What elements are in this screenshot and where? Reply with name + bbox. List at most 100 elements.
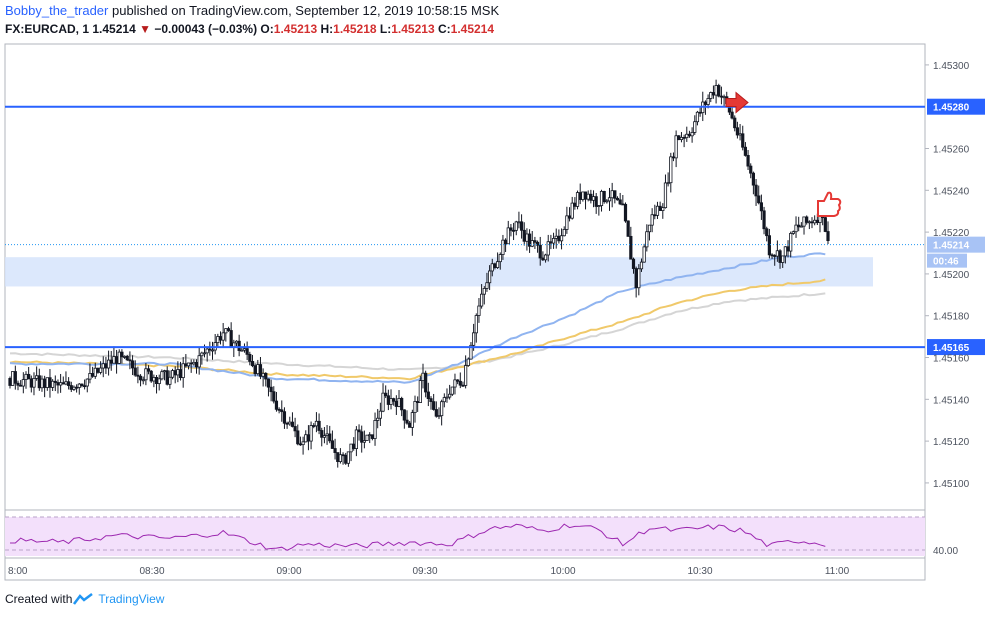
level-tag-label-2: 1.45165 bbox=[933, 343, 970, 354]
candle-body bbox=[312, 425, 316, 427]
chart-frame bbox=[4, 43, 926, 581]
candle-body bbox=[543, 254, 548, 261]
candle-body bbox=[511, 229, 516, 232]
candle-body bbox=[432, 401, 436, 410]
candle-body bbox=[506, 227, 510, 245]
price-axis[interactable]: 1.45280 1.45165 1.45300 1.45260 1.45240 1.452… bbox=[925, 61, 985, 490]
candle-body bbox=[464, 365, 468, 386]
candle-body bbox=[178, 369, 183, 379]
candle-body bbox=[501, 239, 505, 255]
candle-body bbox=[408, 422, 412, 428]
candle-body bbox=[781, 255, 785, 263]
candle-body bbox=[192, 361, 196, 365]
candle-body bbox=[106, 359, 111, 369]
high-value: 1.45218 bbox=[333, 22, 377, 36]
candle-body bbox=[133, 367, 137, 376]
candle-body bbox=[21, 379, 25, 387]
candle-body bbox=[698, 111, 702, 114]
tradingview-brand[interactable]: TradingView bbox=[98, 592, 165, 606]
candle-body bbox=[730, 111, 734, 119]
x-tick-label: 8:00 bbox=[8, 566, 28, 577]
candle-body bbox=[530, 240, 534, 247]
candle-body bbox=[96, 367, 100, 373]
candle-body bbox=[687, 133, 692, 137]
candle-body bbox=[714, 85, 718, 96]
candle-body bbox=[546, 241, 550, 256]
candle-body bbox=[794, 224, 798, 233]
candle-body bbox=[421, 372, 425, 381]
candle-body bbox=[384, 392, 388, 397]
tradingview-logo-icon bbox=[73, 593, 94, 605]
candle-body bbox=[248, 353, 252, 362]
candle-body bbox=[378, 410, 382, 419]
candle-body bbox=[485, 282, 489, 289]
candle-body bbox=[341, 454, 345, 457]
candle-body bbox=[791, 231, 795, 234]
candle-body bbox=[581, 191, 585, 200]
candle-body bbox=[245, 348, 249, 355]
candle-body bbox=[418, 380, 422, 403]
candle-body bbox=[264, 372, 268, 380]
ma-long-line bbox=[9, 292, 826, 371]
candle-body bbox=[152, 376, 156, 382]
candle-body bbox=[666, 182, 670, 185]
candle-body bbox=[325, 433, 329, 436]
candle-body bbox=[522, 229, 526, 242]
candle-body bbox=[173, 370, 177, 376]
candle-body bbox=[778, 250, 782, 263]
candle-body bbox=[189, 362, 193, 365]
candle-body bbox=[653, 214, 657, 217]
horizontal-levels[interactable] bbox=[5, 105, 925, 349]
candle-body bbox=[733, 117, 737, 129]
candle-body bbox=[45, 377, 49, 388]
candle-body bbox=[634, 268, 638, 289]
candle-body bbox=[365, 434, 369, 441]
x-tick-label: 11:00 bbox=[825, 566, 850, 577]
candle-body bbox=[615, 197, 620, 201]
last-price: 1.45214 bbox=[92, 22, 136, 36]
candle-body bbox=[112, 356, 116, 364]
candle-body bbox=[19, 384, 23, 387]
candle-body bbox=[426, 391, 430, 400]
candle-body bbox=[306, 434, 311, 442]
level-tag-1 bbox=[927, 98, 985, 115]
candle-body bbox=[202, 352, 207, 355]
candle-body bbox=[445, 396, 449, 399]
candle-body bbox=[509, 227, 513, 231]
y-tick-label: 1.45120 bbox=[933, 437, 970, 448]
candle-body bbox=[368, 434, 372, 437]
candle-body bbox=[370, 434, 374, 439]
candle-body bbox=[362, 440, 366, 443]
candle-body bbox=[799, 225, 803, 228]
candle-body bbox=[114, 356, 119, 364]
x-tick-label: 09:30 bbox=[412, 566, 437, 577]
candle-body bbox=[429, 398, 433, 402]
price-change: −0.00043 (−0.03%) bbox=[154, 22, 258, 36]
countdown-tag bbox=[927, 253, 967, 268]
y-tick-label: 1.45100 bbox=[933, 479, 970, 490]
candle-body bbox=[397, 397, 401, 407]
candle-body bbox=[109, 359, 113, 364]
candle-body bbox=[722, 96, 726, 99]
candle-body bbox=[338, 454, 342, 462]
author-link[interactable]: Bobby_the_trader bbox=[5, 3, 109, 18]
candle-body bbox=[266, 378, 271, 388]
rsi-line bbox=[10, 523, 826, 551]
time-axis[interactable]: 8:00 08:30 09:00 09:30 10:00 10:30 11:00 bbox=[8, 566, 850, 577]
plot-border bbox=[4, 43, 926, 581]
candle-body bbox=[690, 131, 694, 137]
candle-body bbox=[208, 348, 212, 351]
candle-body bbox=[826, 231, 830, 242]
candle-body bbox=[210, 349, 215, 352]
candle-body bbox=[221, 332, 225, 341]
candle-body bbox=[98, 367, 103, 373]
candle-body bbox=[650, 214, 654, 226]
candle-body bbox=[519, 221, 524, 231]
candle-body bbox=[352, 443, 356, 449]
candle-body bbox=[621, 203, 625, 206]
candle-body bbox=[551, 238, 556, 244]
candle-body bbox=[573, 202, 577, 207]
candle-body bbox=[538, 244, 542, 259]
candle-body bbox=[35, 375, 39, 379]
